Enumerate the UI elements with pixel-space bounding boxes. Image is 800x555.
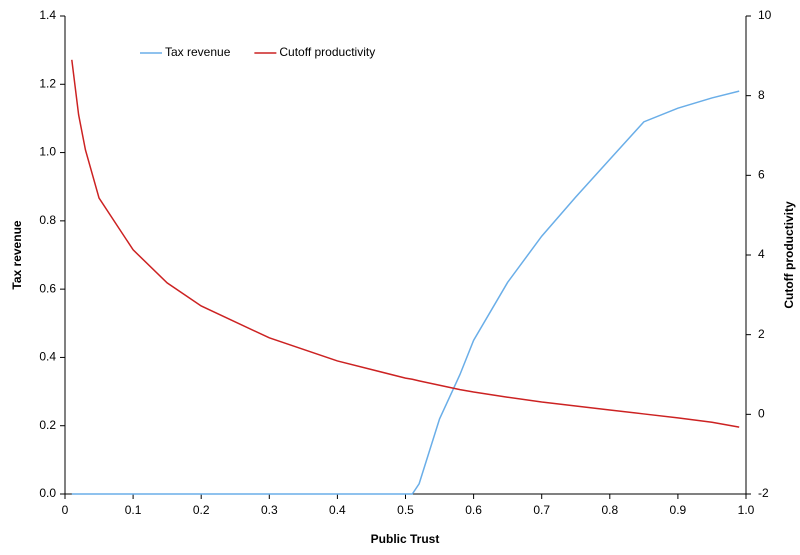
- y-tick-label: 0.6: [39, 281, 56, 295]
- y-tick-label: 0.8: [39, 213, 56, 227]
- series-line: [71, 59, 740, 428]
- y-tick-label: 0.2: [39, 418, 56, 432]
- x-tick-label: 0.7: [533, 503, 550, 517]
- x-tick-label: 0.2: [193, 503, 210, 517]
- y-tick-label: 0.0: [39, 486, 56, 500]
- y2-tick-label: 6: [758, 168, 765, 182]
- y2-tick-label: 4: [758, 247, 765, 261]
- y-axis-title: Tax revenue: [10, 220, 24, 289]
- x-tick-label: 0.8: [601, 503, 618, 517]
- y2-tick-label: 8: [758, 88, 765, 102]
- x-tick-label: 0: [62, 503, 69, 517]
- x-tick-label: 0.6: [465, 503, 482, 517]
- x-axis-title: Public Trust: [371, 532, 440, 546]
- x-tick-label: 0.5: [397, 503, 414, 517]
- y2-tick-label: -2: [758, 486, 769, 500]
- y2-tick-label: 2: [758, 327, 765, 341]
- legend-label: Cutoff productivity: [279, 45, 375, 59]
- x-tick-label: 0.1: [125, 503, 142, 517]
- x-tick-label: 0.3: [261, 503, 278, 517]
- x-tick-label: 1.0: [738, 503, 755, 517]
- y-tick-label: 1.0: [39, 145, 56, 159]
- y2-axis-title: Cutoff productivity: [782, 201, 796, 309]
- y2-tick-label: 10: [758, 8, 772, 22]
- y-tick-label: 1.2: [39, 76, 56, 90]
- y-tick-label: 0.4: [39, 350, 56, 364]
- x-tick-label: 0.4: [329, 503, 346, 517]
- y2-tick-label: 0: [758, 407, 765, 421]
- series-line: [71, 90, 740, 495]
- legend-label: Tax revenue: [165, 45, 231, 59]
- y-tick-label: 1.4: [39, 8, 56, 22]
- x-tick-label: 0.9: [670, 503, 687, 517]
